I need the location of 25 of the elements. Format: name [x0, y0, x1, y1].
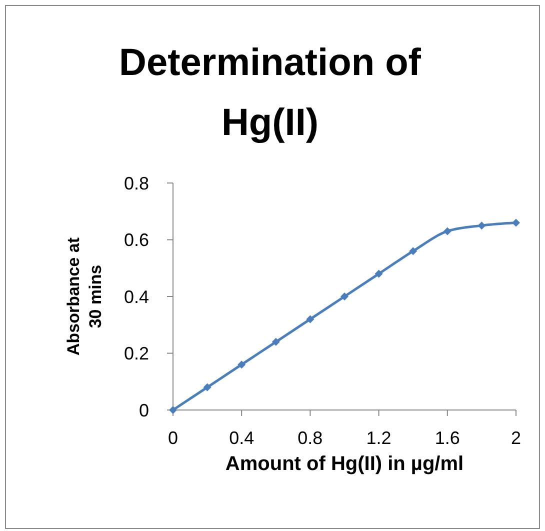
x-axis-title: Amount of Hg(II) in µg/ml	[225, 453, 464, 475]
y-tick-label: 0.4	[124, 286, 149, 307]
point	[272, 338, 280, 346]
point	[443, 227, 452, 236]
x-tick-label: 2	[510, 428, 522, 448]
point	[203, 383, 212, 392]
point	[340, 292, 348, 300]
point	[512, 218, 520, 227]
x-tick-label: 0.8	[298, 428, 323, 448]
point	[169, 406, 177, 414]
y-axis-title: Absorbance at 30 mins	[64, 237, 105, 356]
x-tick-label: 1.2	[366, 428, 392, 448]
y-tick-label: 0	[138, 400, 149, 420]
y-tick-label: 0.8	[124, 173, 149, 194]
y-tick-label: 0.6	[124, 230, 149, 250]
y-tick-label: 0.2	[124, 344, 149, 364]
point	[238, 360, 246, 369]
chart-title: Determination of Hg(II)	[119, 42, 422, 144]
x-tick-label: 0	[168, 428, 178, 448]
point	[306, 315, 314, 324]
point	[478, 222, 486, 230]
x-tick-label: 1.6	[434, 428, 460, 448]
point	[409, 247, 418, 256]
x-tick-label: 0.4	[229, 428, 254, 448]
point	[374, 270, 383, 278]
